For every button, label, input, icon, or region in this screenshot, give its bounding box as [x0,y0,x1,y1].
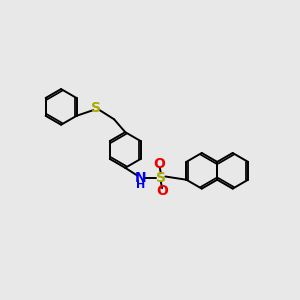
Text: S: S [91,101,101,115]
Text: S: S [156,171,166,185]
Text: O: O [156,184,168,198]
Text: H: H [136,180,145,190]
Text: N: N [135,171,146,185]
Text: O: O [154,157,166,171]
